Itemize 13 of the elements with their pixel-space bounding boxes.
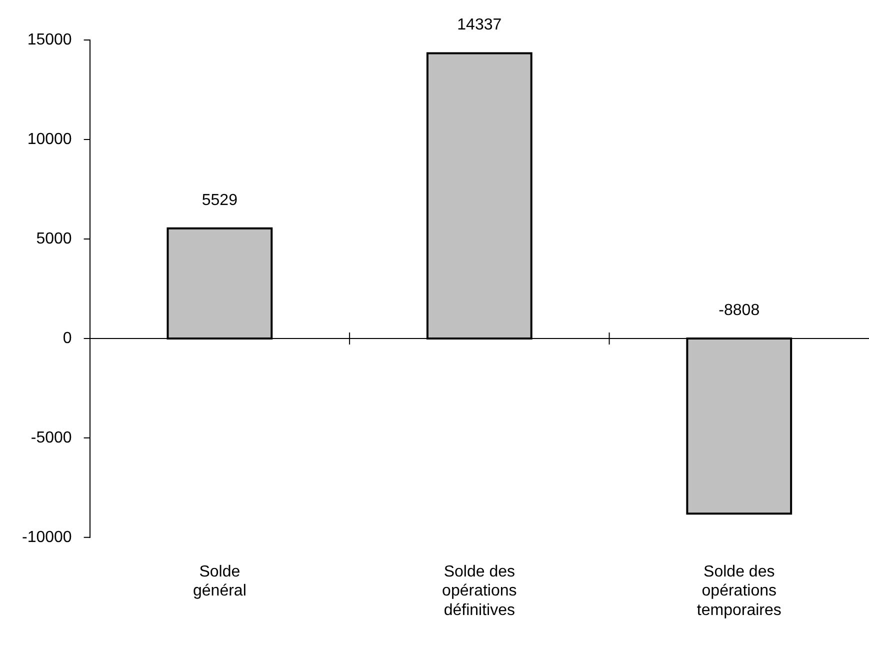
y-tick-label: -5000 <box>30 429 72 446</box>
x-tick-label: Solde des opérations définitives <box>442 563 517 619</box>
data-label: 14337 <box>457 16 502 34</box>
y-tick-label: 10000 <box>27 130 72 148</box>
x-tick-label: Solde général <box>192 563 246 600</box>
y-tick-label: 0 <box>62 330 72 347</box>
y-tick-label: -10000 <box>22 528 72 546</box>
data-label: 5529 <box>202 192 238 209</box>
x-tick-label: Solde des opérations temporaires <box>696 563 782 619</box>
y-tick-label: 15000 <box>27 31 72 48</box>
y-tick-label: 5000 <box>36 230 72 248</box>
data-label: -8808 <box>718 302 760 319</box>
bar <box>166 227 273 340</box>
